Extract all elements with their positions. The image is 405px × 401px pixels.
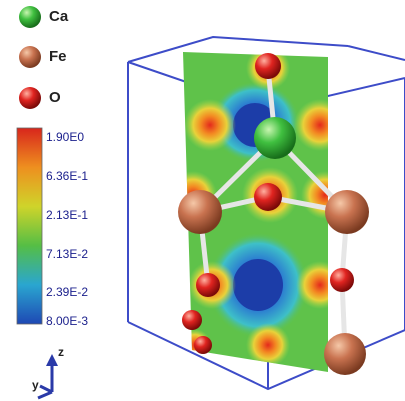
axis-triad <box>37 354 58 400</box>
fe-atom <box>178 190 222 234</box>
legend-label-fe: Fe <box>49 48 67 65</box>
fe-atom <box>324 333 366 375</box>
legend-label-ca: Ca <box>49 8 69 25</box>
o-atom-icon <box>19 87 41 109</box>
o-atom <box>182 310 202 330</box>
o-atom <box>255 53 281 79</box>
colorbar-label: 1.90E0 <box>46 130 85 144</box>
colorbar-label: 2.39E-2 <box>46 285 89 299</box>
colorbar-label: 8.00E-3 <box>46 314 89 328</box>
o-atom <box>196 273 220 297</box>
fe-atom <box>325 190 369 234</box>
colorbar-label: 6.36E-1 <box>46 169 89 183</box>
colorbar <box>16 127 43 325</box>
fe-atom-icon <box>19 46 41 68</box>
o-atom <box>194 336 212 354</box>
legend-label-o: O <box>49 89 61 106</box>
o-atom <box>330 268 354 292</box>
colorbar-label: 2.13E-1 <box>46 208 89 222</box>
z-axis-label: z <box>58 345 64 359</box>
o-atom <box>254 183 282 211</box>
y-axis-label: y <box>32 378 39 392</box>
colorbar-label: 7.13E-2 <box>46 247 89 261</box>
ca-atom-icon <box>19 6 41 28</box>
ca-atom <box>254 117 296 159</box>
